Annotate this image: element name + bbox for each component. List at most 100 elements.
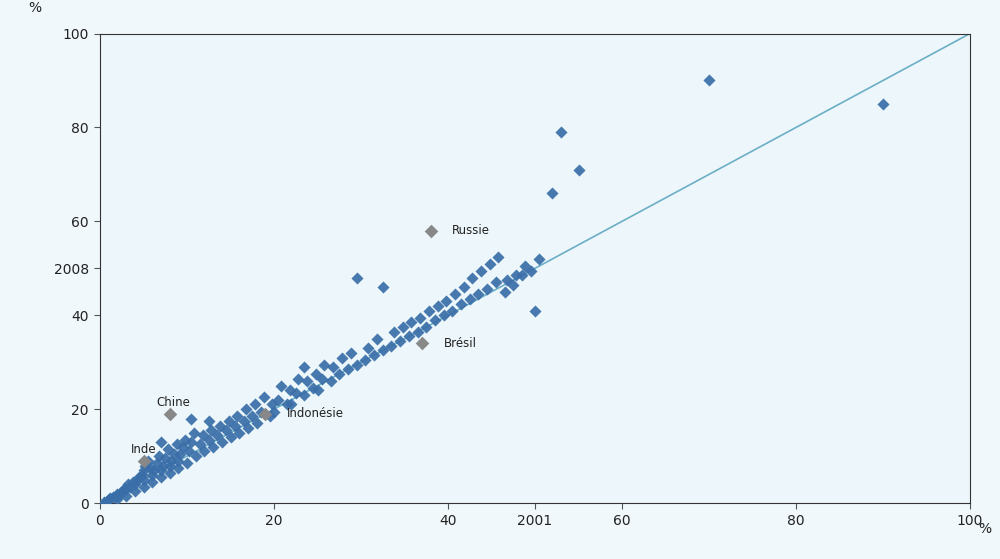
Point [360, 344, 376, 353]
Point [308, 369, 324, 378]
Point [155, 461, 171, 470]
Point [296, 391, 312, 400]
Point [334, 353, 350, 362]
Point [253, 407, 269, 416]
Point [499, 276, 515, 285]
Point [270, 395, 286, 404]
Point [436, 311, 452, 320]
Point [430, 301, 446, 310]
Point [392, 337, 408, 345]
Point [340, 365, 356, 374]
Point [249, 419, 265, 428]
Point [553, 127, 569, 136]
Point [236, 416, 252, 425]
Point [410, 327, 426, 336]
Point [120, 480, 136, 489]
Point [136, 466, 152, 475]
Point [316, 360, 332, 369]
Point [473, 266, 489, 275]
Point [462, 295, 478, 304]
Point [153, 473, 169, 482]
Point [325, 362, 341, 371]
Point [127, 480, 143, 489]
Point [331, 369, 347, 378]
Point [310, 386, 326, 395]
Point [137, 461, 153, 470]
Point [531, 254, 547, 263]
Point [134, 471, 150, 480]
Point [108, 491, 124, 500]
Point [403, 318, 419, 327]
Point [453, 299, 469, 308]
Point [205, 442, 221, 451]
Point [129, 475, 145, 484]
Point [349, 360, 365, 369]
Point [160, 444, 176, 453]
Point [490, 252, 506, 261]
Point [395, 323, 411, 331]
Point [369, 334, 385, 343]
Point [99, 496, 115, 505]
Point [170, 456, 186, 465]
Point [464, 273, 480, 282]
Point [203, 426, 219, 435]
Point [192, 440, 208, 449]
Point [438, 297, 454, 306]
Point [305, 383, 321, 392]
Point [482, 259, 498, 268]
Point [349, 273, 365, 282]
Point [418, 323, 434, 331]
Point [201, 416, 217, 425]
Point [172, 449, 188, 458]
Text: Chine: Chine [157, 396, 190, 409]
Point [266, 407, 282, 416]
Point [231, 428, 247, 437]
Point [323, 377, 339, 386]
Point [414, 339, 430, 348]
Point [166, 449, 182, 458]
Point [105, 493, 121, 502]
Point [488, 278, 504, 287]
Point [229, 412, 245, 421]
Point [421, 306, 437, 315]
Point [247, 400, 263, 409]
Point [175, 442, 191, 451]
Point [102, 494, 118, 503]
Point [257, 409, 273, 418]
Point [186, 428, 202, 437]
Point [527, 306, 543, 315]
Point [299, 377, 315, 386]
Point [101, 495, 117, 504]
Point [223, 433, 239, 442]
Point [201, 435, 217, 444]
Point [264, 400, 280, 409]
Point [109, 489, 125, 498]
Point [383, 342, 399, 350]
Point [218, 426, 234, 435]
Point [162, 461, 178, 470]
Text: %: % [979, 522, 992, 536]
Point [423, 226, 439, 235]
Point [375, 346, 391, 355]
Point [96, 497, 112, 506]
Point [875, 100, 891, 108]
Point [505, 280, 521, 289]
Point [179, 459, 195, 468]
Point [183, 438, 199, 447]
Point [447, 290, 463, 299]
Point [357, 356, 373, 364]
Point [109, 495, 125, 504]
Point [136, 456, 152, 465]
Point [140, 456, 156, 465]
Point [427, 315, 443, 324]
Point [118, 491, 134, 500]
Point [221, 416, 237, 425]
Point [144, 471, 160, 480]
Point [169, 440, 185, 449]
Point [273, 381, 289, 390]
Point [209, 430, 225, 439]
Text: %: % [28, 1, 41, 15]
Point [195, 430, 211, 439]
Point [314, 374, 330, 383]
Point [116, 485, 132, 494]
